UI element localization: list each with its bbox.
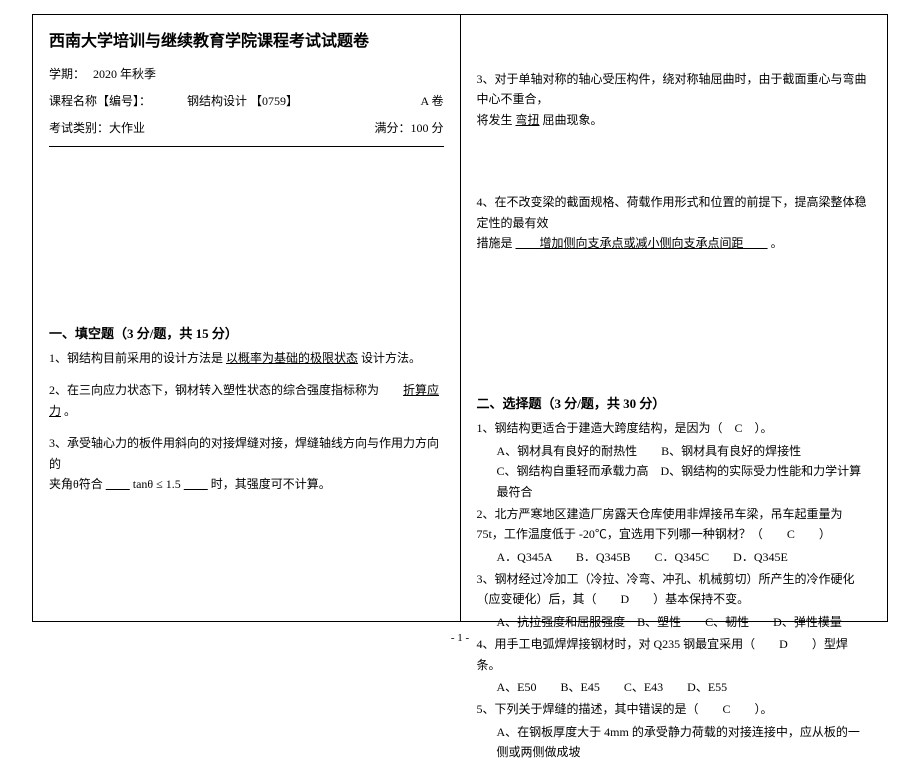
right-column: 3、对于单轴对称的轴心受压构件，绕对称轴屈曲时，由于截面重心与弯曲中心不重合， … (461, 15, 888, 621)
choice-q2: 2、北方严寒地区建造厂房露天仓库使用非焊接吊车梁，吊车起重量为 75t，工作温度… (477, 504, 872, 545)
q3r-answer: 弯扭 (516, 113, 540, 127)
cq1-text: 1、钢结构更适合于建造大跨度结构，是因为（ C ）。 (477, 421, 773, 435)
semester-line: 学期： 2020 年秋季 (49, 65, 444, 82)
q3-formula: tanθ ≤ 1.5 (133, 477, 181, 491)
gap-after-q3 (477, 142, 872, 192)
q3r-pre: 3、对于单轴对称的轴心受压构件，绕对称轴屈曲时，由于截面重心与弯曲中心不重合， (477, 72, 867, 106)
choice-q2-opts: A．Q345A B．Q345B C．Q345C D．Q345E (497, 547, 872, 567)
section2-title: 二、选择题（3 分/题，共 30 分） (477, 393, 872, 412)
course-label: 课程名称【编号】： (49, 92, 151, 109)
exam-type-line: 考试类别：大作业 满分：100 分 (49, 119, 444, 136)
q4-answer: 增加侧向支承点或减小侧向支承点间距 (540, 236, 744, 250)
cq3-text: 3、钢材经过冷加工（冷拉、冷弯、冲孔、机械剪切）所产生的冷作硬化（应变硬化）后，… (477, 572, 855, 606)
section1-title: 一、填空题（3 分/题，共 15 分） (49, 323, 444, 342)
q2-post: 。 (64, 404, 76, 418)
fill-q3: 3、承受轴心力的板件用斜向的对接焊缝对接，焊缝轴线方向与作用力方向的 夹角θ符合… (49, 433, 444, 494)
course-value: 钢结构设计 【0759】 (187, 92, 298, 109)
fill-q4: 4、在不改变梁的截面规格、荷载作用形式和位置的前提下，提高梁整体稳定性的最有效 … (477, 192, 872, 253)
course-line: 课程名称【编号】： 钢结构设计 【0759】 A 卷 (49, 92, 444, 109)
header-divider (49, 146, 444, 147)
paper-type: A 卷 (420, 92, 443, 109)
choice-q3-opts: A、抗拉强度和屈服强度 B、塑性 C、韧性 D、弹性模量 (497, 612, 872, 632)
choice-q1: 1、钢结构更适合于建造大跨度结构，是因为（ C ）。 (477, 418, 872, 438)
institution-title: 西南大学培训与继续教育学院课程考试试题卷 (49, 27, 444, 51)
q3r-line2-pre: 将发生 (477, 113, 513, 127)
choice-q5: 5、下列关于焊缝的描述，其中错误的是（ C ）。 (477, 699, 872, 719)
full-score: 满分：100 分 (374, 119, 443, 136)
q3-line2-pre: 夹角θ符合 (49, 477, 103, 491)
q1-pre: 1、钢结构目前采用的设计方法是 (49, 351, 223, 365)
q1-post: 设计方法。 (361, 351, 421, 365)
semester-label: 学期： (49, 65, 85, 82)
left-column: 西南大学培训与继续教育学院课程考试试题卷 学期： 2020 年秋季 课程名称【编… (33, 15, 461, 621)
semester-value: 2020 年秋季 (93, 65, 156, 82)
q4-line2-pre: 措施是 (477, 236, 513, 250)
choice-q1-opts: A、钢材具有良好的耐热性 B、钢材具有良好的焊接性 C、钢结构自重轻而承载力高 … (497, 441, 872, 502)
choice-q5-opts: A、在钢板厚度大于 4mm 的承受静力荷载的对接连接中，应从板的一侧或两侧做成坡 (497, 722, 872, 763)
q4-pre: 4、在不改变梁的截面规格、荷载作用形式和位置的前提下，提高梁整体稳定性的最有效 (477, 195, 867, 229)
page-number: - 1 - (0, 632, 920, 644)
exam-page: 西南大学培训与继续教育学院课程考试试题卷 学期： 2020 年秋季 课程名称【编… (32, 14, 888, 622)
q3-pre: 3、承受轴心力的板件用斜向的对接焊缝对接，焊缝轴线方向与作用力方向的 (49, 436, 439, 470)
choice-q3: 3、钢材经过冷加工（冷拉、冷弯、冲孔、机械剪切）所产生的冷作硬化（应变硬化）后，… (477, 569, 872, 610)
q3-line2-post: 时，其强度可不计算。 (211, 477, 331, 491)
exam-type-label: 考试类别：大作业 (49, 119, 145, 136)
choice-q4-opts: A、E50 B、E45 C、E43 D、E55 (497, 677, 872, 697)
blank-space (49, 165, 444, 315)
q4-line2-post: 。 (771, 236, 783, 250)
q2-pre: 2、在三向应力状态下，钢材转入塑性状态的综合强度指标称为 (49, 383, 379, 397)
fill-q1: 1、钢结构目前采用的设计方法是 以概率为基础的极限状态 设计方法。 (49, 348, 444, 368)
fill-q3-right: 3、对于单轴对称的轴心受压构件，绕对称轴屈曲时，由于截面重心与弯曲中心不重合， … (477, 69, 872, 130)
q1-answer: 以概率为基础的极限状态 (226, 351, 358, 365)
cq5-text: 5、下列关于焊缝的描述，其中错误的是（ C ）。 (477, 702, 773, 716)
q3r-line2-post: 屈曲现象。 (543, 113, 603, 127)
top-gap (477, 27, 872, 69)
cq2-text: 2、北方严寒地区建造厂房露天仓库使用非焊接吊车梁，吊车起重量为 75t，工作温度… (477, 507, 843, 541)
gap-before-section2 (477, 265, 872, 385)
fill-q2: 2、在三向应力状态下，钢材转入塑性状态的综合强度指标称为 折算应力 。 (49, 380, 444, 421)
